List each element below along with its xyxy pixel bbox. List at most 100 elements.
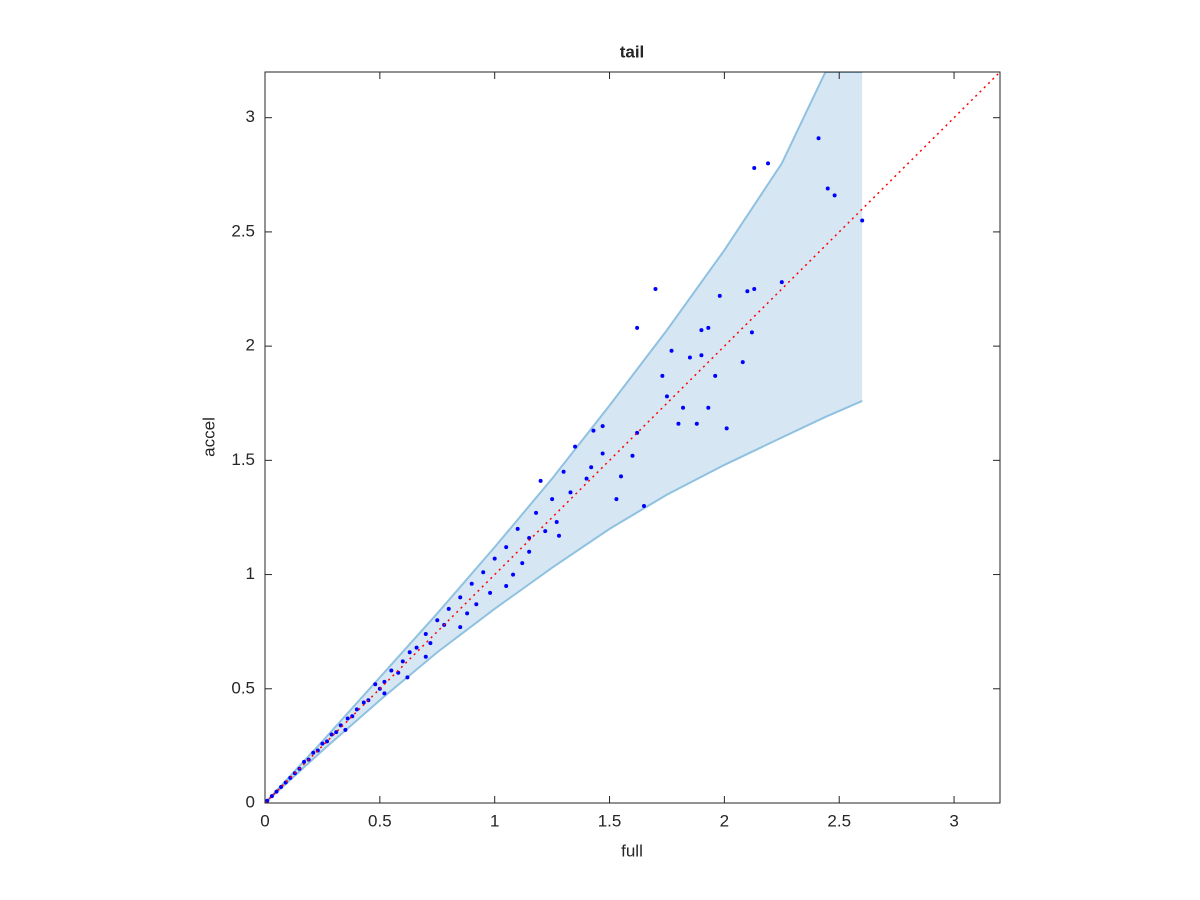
data-point xyxy=(752,287,757,292)
x-tick-label: 0.5 xyxy=(368,811,392,830)
y-axis-label: accel xyxy=(199,417,218,457)
data-point xyxy=(860,218,865,223)
data-point xyxy=(382,679,387,684)
data-point xyxy=(561,469,566,474)
data-point xyxy=(423,654,428,659)
data-point xyxy=(504,583,509,588)
data-point xyxy=(407,650,412,655)
data-point xyxy=(414,645,419,650)
data-point xyxy=(329,732,334,737)
data-point xyxy=(699,328,704,333)
data-point xyxy=(669,348,674,353)
data-point xyxy=(382,691,387,696)
data-point xyxy=(573,444,578,449)
data-point xyxy=(660,373,665,378)
data-point xyxy=(345,716,350,721)
data-point xyxy=(816,136,821,141)
axes: 0 0.5 1 1.5 2 2.5 3 0 0.5 1 1.5 2 2.5 3 xyxy=(231,71,1001,830)
data-point xyxy=(779,280,784,285)
data-point xyxy=(469,581,474,586)
data-point xyxy=(653,287,658,292)
data-point xyxy=(749,330,754,335)
data-point xyxy=(740,360,745,365)
data-point xyxy=(543,529,548,534)
data-point xyxy=(511,572,516,577)
data-point xyxy=(446,606,451,611)
data-point xyxy=(568,490,573,495)
y-tick-label: 2 xyxy=(246,336,255,355)
data-point xyxy=(589,465,594,470)
data-point xyxy=(534,510,539,515)
data-point xyxy=(557,533,561,538)
confidence-band xyxy=(265,72,863,803)
data-point xyxy=(527,536,532,541)
data-point xyxy=(635,325,640,330)
data-point xyxy=(269,794,274,799)
band-upper-edge xyxy=(265,72,863,803)
x-tick-label: 2 xyxy=(720,811,729,830)
data-point xyxy=(550,497,555,502)
data-point xyxy=(400,659,405,664)
data-point xyxy=(343,727,348,732)
data-point xyxy=(724,426,729,431)
data-point xyxy=(423,631,428,636)
data-point xyxy=(664,394,669,399)
data-point xyxy=(554,520,559,525)
data-point xyxy=(435,618,440,623)
data-point xyxy=(311,750,316,755)
data-point xyxy=(681,405,686,410)
data-point xyxy=(717,293,722,298)
data-point xyxy=(389,668,394,673)
data-point xyxy=(687,355,692,360)
data-point xyxy=(600,451,605,456)
y-tick-label: 0 xyxy=(246,792,255,811)
data-point xyxy=(630,453,635,458)
data-point xyxy=(600,424,605,429)
data-point xyxy=(458,595,463,600)
y-tick-label: 3 xyxy=(246,107,255,126)
x-tick-label: 2.5 xyxy=(827,811,851,830)
data-point xyxy=(832,193,837,198)
band-lower-edge xyxy=(265,400,863,803)
data-point xyxy=(745,289,750,294)
data-point xyxy=(428,641,433,646)
data-point xyxy=(641,504,646,509)
data-point xyxy=(488,590,493,595)
data-point xyxy=(752,165,757,170)
data-point xyxy=(706,325,711,330)
plot-area xyxy=(265,72,1000,803)
y-tick-label: 2.5 xyxy=(231,221,255,240)
data-point xyxy=(274,789,279,794)
x-tick-label: 0 xyxy=(260,811,269,830)
data-point xyxy=(520,561,525,566)
data-point xyxy=(373,682,378,687)
chart-title: tail xyxy=(620,42,645,61)
data-point xyxy=(334,730,339,735)
data-point xyxy=(538,478,543,483)
x-axis-label: full xyxy=(621,841,643,860)
data-point xyxy=(713,373,718,378)
data-point xyxy=(302,759,307,764)
data-point xyxy=(465,611,470,616)
data-point xyxy=(492,556,497,561)
data-point xyxy=(515,526,520,531)
data-point xyxy=(354,707,359,712)
data-point xyxy=(361,700,366,705)
data-point xyxy=(504,545,509,550)
data-point xyxy=(405,675,410,680)
data-point xyxy=(458,625,463,630)
y-tick-label: 1.5 xyxy=(231,450,255,469)
x-tick-label: 3 xyxy=(949,811,958,830)
data-point xyxy=(825,186,830,191)
data-point xyxy=(694,421,699,426)
data-point xyxy=(619,474,624,479)
axes-box xyxy=(264,71,1001,804)
data-point xyxy=(325,739,330,744)
x-tick-label: 1 xyxy=(490,811,499,830)
data-point xyxy=(706,405,711,410)
data-point xyxy=(474,602,479,607)
data-point xyxy=(481,570,486,575)
data-point xyxy=(591,428,596,433)
y-tick-label: 0.5 xyxy=(231,678,255,697)
